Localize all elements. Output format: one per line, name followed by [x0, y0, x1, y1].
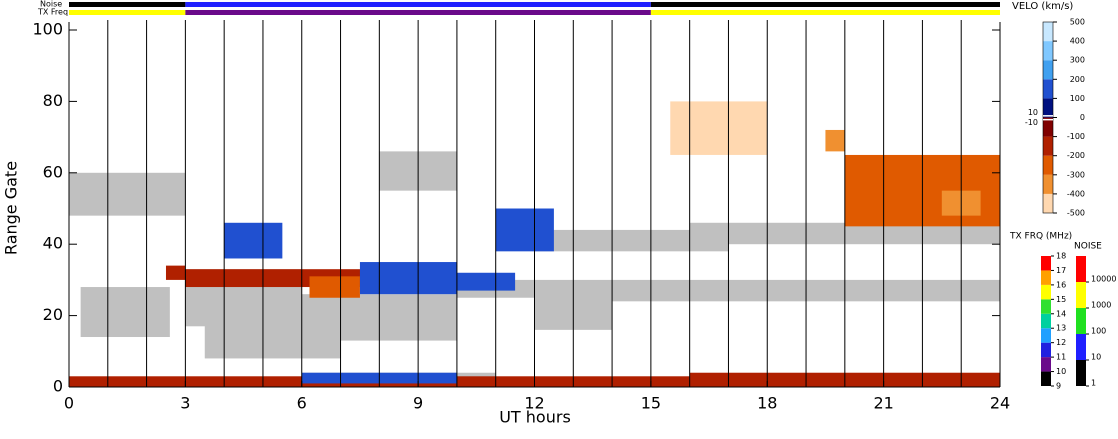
txfreq-tick-label: 15 — [1056, 295, 1066, 304]
y-tick-label: 100 — [32, 20, 63, 39]
txfreq-scale-swatch — [1041, 284, 1051, 300]
txfreq-scale-swatch — [1041, 357, 1051, 372]
ground-scatter — [80, 287, 170, 338]
ground-scatter — [69, 172, 186, 216]
noise-scale-swatch — [1076, 256, 1086, 282]
x-tick-label: 9 — [413, 394, 423, 413]
noise-scale-swatch — [1076, 282, 1086, 308]
noise-segment — [69, 2, 186, 7]
noise-tick-label: 1 — [1091, 379, 1096, 388]
txfreq-tick-label: 9 — [1056, 382, 1061, 391]
txfreq-scale-swatch — [1041, 371, 1051, 386]
noise-tick-label: 10000 — [1091, 275, 1116, 284]
txfreq-scale-swatch — [1041, 328, 1051, 343]
txfreq-scale-swatch — [1041, 342, 1051, 358]
velo-scale-swatch — [1043, 155, 1053, 175]
noise-segment — [650, 2, 1000, 7]
velo-tick-label: -500 — [1067, 209, 1085, 218]
noise-tick-label: 10 — [1091, 353, 1101, 362]
y-tick-label: 40 — [43, 234, 63, 253]
txfreq-segment — [69, 10, 186, 15]
velo-scale-swatch — [1043, 117, 1053, 137]
txfreq-tick-label: 13 — [1056, 324, 1066, 333]
y-tick-label: 80 — [43, 91, 63, 110]
velo-tick-label: 300 — [1070, 56, 1085, 65]
txfreq-label: TX Freq — [37, 8, 68, 17]
y-tick-label: 20 — [43, 305, 63, 324]
velo-tick-label: 100 — [1070, 94, 1085, 103]
velo-tick-label: 200 — [1070, 75, 1085, 84]
velo-inner-label: -10 — [1025, 118, 1038, 127]
x-tick-label: 3 — [180, 394, 190, 413]
velo-scale-swatch — [1043, 98, 1053, 118]
x-tick-label: 15 — [641, 394, 661, 413]
velocity-cell — [495, 208, 554, 252]
velocity-cell — [165, 265, 186, 280]
x-tick-label: 24 — [990, 394, 1010, 413]
velocity-cell — [825, 129, 845, 152]
velo-tick-label: 400 — [1070, 37, 1085, 46]
txfreq-scale-swatch — [1041, 270, 1051, 285]
txfreq-tick-label: 10 — [1056, 367, 1066, 376]
txfreq-scale-swatch — [1041, 299, 1051, 314]
velo-scale-swatch — [1043, 136, 1053, 156]
noise-scale-swatch — [1076, 334, 1086, 360]
velo-tick-label: 500 — [1070, 18, 1085, 27]
velo-inner-label: 10 — [1028, 108, 1038, 117]
txfreq-tick-label: 16 — [1056, 280, 1066, 289]
velocity-cell — [456, 272, 516, 291]
noise-tick-label: 100 — [1091, 327, 1106, 336]
y-tick-label: 0 — [53, 377, 63, 396]
x-axis-label: UT hours — [499, 408, 571, 427]
txfreq-tick-label: 18 — [1056, 252, 1066, 261]
noise-tick-label: 1000 — [1091, 301, 1111, 310]
txfreq-scale-swatch — [1041, 256, 1051, 271]
velo-scale-swatch — [1043, 22, 1053, 42]
velo-tick-label: -200 — [1067, 151, 1085, 160]
x-tick-label: 12 — [524, 394, 544, 413]
velo-scale-swatch — [1043, 79, 1053, 99]
txfreq-title: TX FRQ (MHz) — [1009, 232, 1072, 242]
velocity-cell — [359, 262, 457, 295]
y-axis-label: Range Gate — [2, 161, 21, 255]
x-tick-label: 18 — [757, 394, 777, 413]
txfreq-tick-label: 12 — [1056, 338, 1066, 347]
x-tick-label: 6 — [297, 394, 307, 413]
txfreq-tick-label: 17 — [1056, 266, 1066, 275]
x-tick-label: 21 — [873, 394, 893, 413]
velo-title: VELO (km/s) — [1012, 1, 1073, 12]
noise-title: NOISE — [1074, 242, 1102, 252]
velo-tick-label: -400 — [1067, 189, 1085, 198]
velo-tick-label: -100 — [1067, 132, 1085, 141]
txfreq-tick-label: 14 — [1056, 309, 1066, 318]
txfreq-tick-label: 11 — [1056, 353, 1066, 362]
noise-scale-swatch — [1076, 360, 1086, 386]
noise-label: Noise — [40, 0, 62, 9]
velocity-cell — [670, 101, 768, 155]
velo-scale-swatch — [1043, 174, 1053, 194]
velo-scale-swatch — [1043, 193, 1053, 213]
txfreq-segment — [185, 10, 651, 15]
x-tick-label: 0 — [64, 394, 74, 413]
noise-scale-swatch — [1076, 308, 1086, 334]
y-tick-label: 60 — [43, 162, 63, 181]
velo-tick-label: 0 — [1080, 113, 1085, 122]
velo-scale-swatch — [1043, 41, 1053, 61]
velo-inner-mark — [1043, 118, 1053, 121]
velocity-cell — [224, 222, 283, 259]
velocity-cell — [309, 276, 360, 298]
velo-scale-swatch — [1043, 60, 1053, 80]
txfreq-scale-swatch — [1041, 313, 1051, 329]
ground-scatter — [534, 229, 729, 252]
velo-tick-label: -300 — [1067, 170, 1085, 179]
txfreq-segment — [650, 10, 1000, 15]
noise-segment — [185, 2, 651, 7]
velo-inner-mark — [1043, 115, 1053, 117]
